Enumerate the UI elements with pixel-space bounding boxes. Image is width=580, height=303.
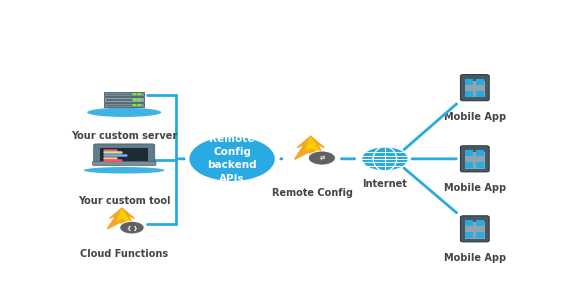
FancyBboxPatch shape (100, 148, 148, 161)
FancyBboxPatch shape (465, 150, 473, 156)
FancyBboxPatch shape (104, 97, 144, 102)
FancyBboxPatch shape (461, 146, 489, 172)
FancyBboxPatch shape (476, 232, 484, 238)
Circle shape (308, 151, 335, 165)
FancyBboxPatch shape (104, 103, 144, 107)
FancyBboxPatch shape (476, 150, 484, 156)
Text: Mobile App: Mobile App (444, 183, 506, 193)
FancyBboxPatch shape (461, 216, 489, 242)
Ellipse shape (87, 108, 161, 117)
Text: { }: { } (126, 225, 137, 230)
Text: Mobile App: Mobile App (444, 253, 506, 263)
Text: Cloud Functions: Cloud Functions (80, 249, 168, 259)
FancyBboxPatch shape (465, 79, 473, 85)
FancyArrowPatch shape (404, 168, 456, 213)
Circle shape (119, 221, 144, 234)
Text: Mobile App: Mobile App (444, 112, 506, 122)
FancyBboxPatch shape (465, 222, 485, 239)
Polygon shape (107, 208, 136, 229)
Circle shape (137, 98, 142, 101)
Text: Remote
Config
backend
APIs: Remote Config backend APIs (207, 134, 257, 184)
FancyArrowPatch shape (404, 104, 456, 150)
FancyBboxPatch shape (93, 144, 155, 164)
Polygon shape (295, 136, 327, 159)
Circle shape (132, 104, 136, 106)
Circle shape (132, 98, 136, 101)
FancyBboxPatch shape (465, 91, 473, 97)
Text: ⇄: ⇄ (319, 155, 324, 161)
Text: Your custom server: Your custom server (71, 131, 177, 141)
Polygon shape (306, 138, 321, 154)
FancyBboxPatch shape (92, 161, 156, 165)
Circle shape (137, 104, 142, 106)
Text: Your custom tool: Your custom tool (78, 196, 171, 206)
FancyBboxPatch shape (104, 92, 144, 96)
FancyBboxPatch shape (465, 152, 485, 169)
Circle shape (189, 137, 275, 181)
FancyBboxPatch shape (461, 75, 489, 101)
Ellipse shape (84, 167, 165, 174)
FancyBboxPatch shape (465, 162, 473, 168)
Circle shape (132, 93, 136, 95)
Polygon shape (118, 209, 131, 224)
FancyBboxPatch shape (476, 79, 484, 85)
FancyBboxPatch shape (106, 105, 133, 106)
FancyBboxPatch shape (465, 220, 473, 226)
FancyBboxPatch shape (465, 81, 485, 98)
Text: Internet: Internet (362, 179, 407, 189)
FancyBboxPatch shape (106, 94, 133, 95)
FancyBboxPatch shape (476, 162, 484, 168)
Circle shape (137, 93, 142, 95)
FancyBboxPatch shape (476, 220, 484, 226)
Circle shape (361, 147, 408, 171)
FancyBboxPatch shape (476, 91, 484, 97)
Text: Remote Config: Remote Config (273, 188, 353, 198)
FancyBboxPatch shape (106, 99, 133, 101)
FancyBboxPatch shape (465, 232, 473, 238)
